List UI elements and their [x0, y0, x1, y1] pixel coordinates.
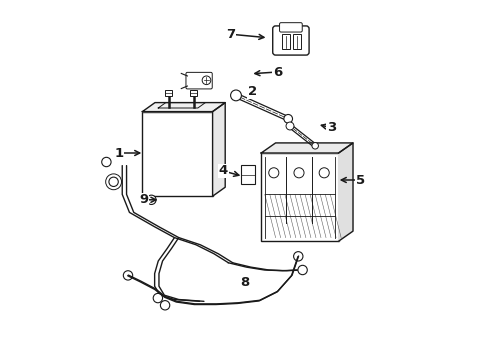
Circle shape [202, 76, 211, 85]
Circle shape [298, 265, 307, 275]
Circle shape [109, 177, 118, 186]
Bar [282, 34, 290, 49]
Polygon shape [339, 143, 353, 241]
Text: 1: 1 [115, 147, 123, 159]
FancyBboxPatch shape [280, 23, 302, 32]
Circle shape [269, 168, 279, 178]
Polygon shape [143, 103, 225, 112]
Bar [242, 165, 255, 184]
Circle shape [153, 293, 163, 303]
Circle shape [102, 157, 111, 167]
Text: 9: 9 [140, 193, 149, 206]
Bar [190, 90, 197, 96]
Text: 4: 4 [219, 165, 228, 177]
Text: 3: 3 [327, 121, 336, 134]
Text: 5: 5 [356, 174, 365, 186]
Circle shape [123, 271, 133, 280]
Text: 8: 8 [241, 276, 249, 289]
Bar [143, 112, 213, 196]
Bar [293, 34, 301, 49]
Circle shape [231, 90, 242, 101]
Circle shape [312, 143, 318, 149]
FancyBboxPatch shape [186, 72, 212, 89]
Circle shape [294, 252, 303, 261]
Circle shape [286, 122, 294, 130]
Text: 2: 2 [247, 85, 257, 98]
Circle shape [284, 114, 293, 123]
Circle shape [294, 168, 304, 178]
Text: 6: 6 [273, 66, 282, 78]
FancyBboxPatch shape [273, 26, 309, 55]
Circle shape [160, 301, 170, 310]
Circle shape [319, 168, 329, 178]
Polygon shape [213, 103, 225, 196]
Circle shape [147, 195, 156, 204]
Bar [165, 90, 172, 96]
Text: 7: 7 [226, 28, 235, 41]
Bar [261, 153, 339, 241]
Polygon shape [261, 143, 353, 153]
